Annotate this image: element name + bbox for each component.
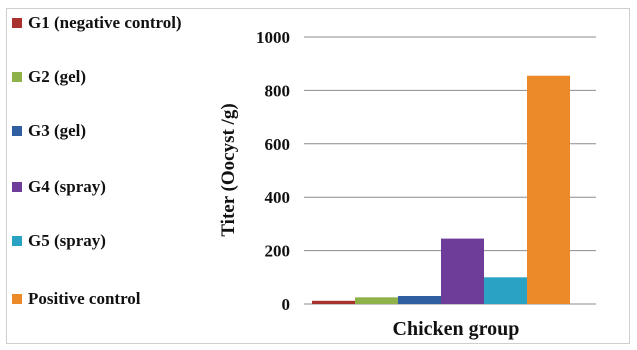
legend-label: G2 (gel) (28, 67, 87, 86)
bar (484, 277, 527, 304)
legend-label: G1 (negative control) (28, 13, 182, 32)
legend-swatch (12, 182, 22, 192)
y-axis-label: Titer (Oocyst /g) (218, 103, 239, 236)
y-tick-label: 400 (265, 188, 291, 207)
legend-item: G5 (spray) (12, 230, 193, 251)
bar (355, 297, 398, 304)
bar (312, 300, 355, 304)
legend-swatch (12, 236, 22, 246)
legend-item: G3 (gel) (12, 120, 193, 141)
legend-label: G4 (spray) (28, 177, 106, 196)
legend-item: G1 (negative control) (12, 12, 193, 33)
legend-swatch (12, 294, 22, 304)
bar (398, 295, 441, 304)
legend-item: G4 (spray) (12, 176, 193, 197)
legend-swatch (12, 18, 22, 28)
legend-label: G5 (spray) (28, 231, 106, 250)
y-tick-label: 0 (282, 295, 291, 314)
legend-label: Positive control (28, 289, 141, 308)
y-tick-label: 800 (265, 81, 291, 100)
legend-item: G2 (gel) (12, 66, 193, 87)
chart-frame (6, 8, 630, 344)
y-tick-label: 200 (265, 242, 291, 261)
legend-swatch (12, 126, 22, 136)
bar (527, 75, 570, 304)
legend-swatch (12, 72, 22, 82)
y-tick-label: 600 (265, 135, 291, 154)
bar (441, 238, 484, 304)
y-tick-label: 1000 (256, 28, 290, 47)
x-axis-label: Chicken group (393, 318, 520, 340)
legend: G1 (negative control) G2 (gel) G3 (gel) G4 … (12, 12, 202, 334)
legend-label: G3 (gel) (28, 121, 87, 140)
legend-item: Positive control (12, 288, 193, 309)
